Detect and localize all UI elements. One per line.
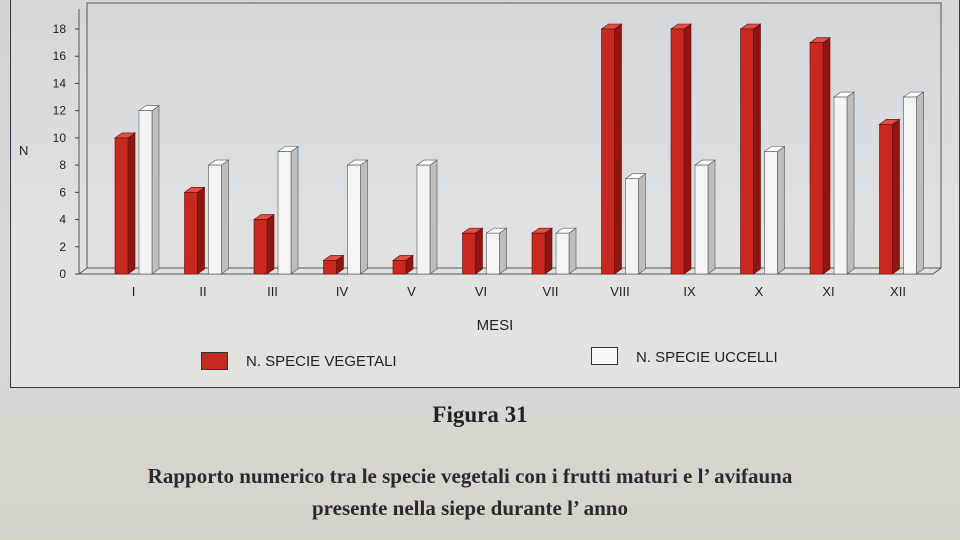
bar-vegetali [740,28,754,275]
y-tick-label: 14 [53,76,67,90]
bar-uccelli [347,164,361,275]
bar-uccelli [833,96,848,275]
y-tick-label: 16 [53,49,67,63]
bar-vegetali [879,123,893,275]
x-tick-label: V [407,284,416,299]
bar-vegetali [531,232,546,275]
x-tick-label: IV [336,284,349,299]
bar-side-uccelli [846,91,855,275]
bar-side-vegetali [197,186,205,275]
bar-side-uccelli [221,159,229,275]
y-axis-label: N [19,143,28,158]
bar-uccelli [903,96,917,275]
bar-vegetali [809,42,824,275]
y-tick-label: 12 [53,104,67,118]
x-tick-label: III [267,284,278,299]
bar-vegetali [601,28,615,275]
figure-number: Figura 31 [432,402,528,427]
floor-edge-left [78,267,88,275]
bar-uccelli [625,178,639,275]
bar-vegetali [670,28,685,275]
y-tick-label: 0 [59,267,66,281]
bar-side-vegetali [753,23,761,275]
bar-side-uccelli [429,159,438,275]
x-tick-label: VII [543,284,559,299]
y-tick-label: 10 [53,131,67,145]
x-tick-label: XI [822,284,834,299]
y-tick-label: 4 [59,213,66,227]
legend-swatch-uccelli [591,347,618,365]
bar-side-vegetali [822,37,831,275]
y-tick-label: 8 [59,158,66,172]
plot-frame [86,2,942,269]
bar-vegetali [462,232,476,275]
figure-caption-line-1: Rapporto numerico tra le specie vegetali… [147,464,793,488]
x-tick-label: X [755,284,764,299]
bar-side-uccelli [499,227,507,275]
x-axis-label: MESI [477,317,514,334]
legend-label-vegetali: N. SPECIE VEGETALI [246,353,397,370]
bar-side-uccelli [290,145,299,275]
bar-side-uccelli [638,173,646,275]
x-tick-label: II [199,284,206,299]
bar-side-vegetali [544,227,553,275]
bar-vegetali [253,219,268,275]
bar-side-uccelli [568,227,577,275]
bar-uccelli [277,151,292,275]
floor-edge-right [932,267,942,275]
y-tick-label: 18 [53,22,67,36]
bar-side-vegetali [266,213,275,275]
bars [114,23,925,275]
y-tick-label: 2 [59,240,66,254]
bar-uccelli [208,164,222,275]
bar-side-uccelli [707,159,716,275]
x-tick-label: I [132,284,136,299]
bar-side-vegetali [475,227,483,275]
bar-vegetali [184,192,198,275]
bar-side-vegetali [683,23,692,275]
bar-side-vegetali [127,132,136,275]
x-tick-label: VIII [610,284,630,299]
bar-side-uccelli [916,91,924,275]
x-tick-label: VI [475,284,487,299]
bar-side-vegetali [614,23,622,275]
bar-side-vegetali [892,118,900,275]
bar-uccelli [555,232,570,275]
bar-vegetali [323,260,337,275]
x-tick-label: IX [683,284,696,299]
bar-uccelli [694,164,709,275]
legend-label-uccelli: N. SPECIE UCCELLI [636,349,778,366]
bar-vegetali [392,260,407,275]
bar-side-uccelli [777,145,785,275]
bar-uccelli [138,110,153,275]
bar-uccelli [486,232,500,275]
figure-caption-line-2: presente nella siepe durante l’ anno [312,496,628,520]
chart-panel: 0 2 4 6 8 10 12 14 16 18 I II III IV V VI VII VIII IX X XI XI… [10,0,960,388]
bar-side-uccelli [151,105,160,275]
legend-swatch-vegetali [201,352,228,370]
x-tick-label: XII [890,284,906,299]
bar-uccelli [416,164,431,275]
bar-vegetali [114,137,129,275]
bar-side-uccelli [360,159,368,275]
y-tick-label: 6 [59,185,66,199]
bar-uccelli [764,151,778,275]
